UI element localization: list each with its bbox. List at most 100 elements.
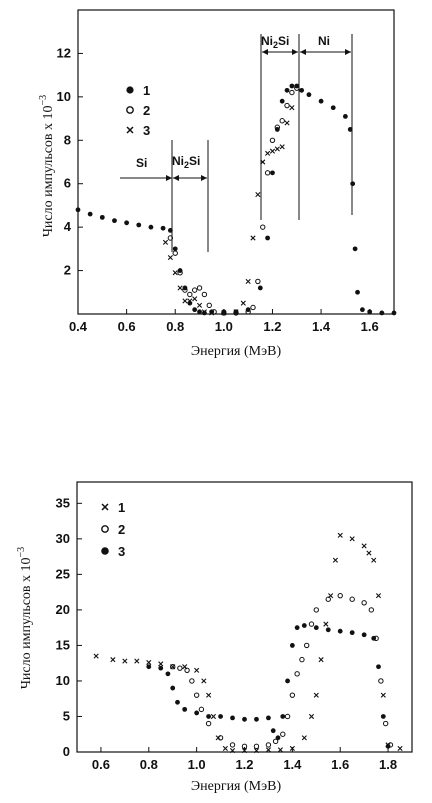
y-tick-label: 20 [56, 602, 70, 617]
data-point [284, 87, 290, 93]
legend-label-3: 3 [118, 544, 125, 559]
data-point [325, 627, 331, 633]
data-point [93, 653, 99, 659]
data-point [170, 685, 176, 691]
y-tick-label: 12 [57, 45, 71, 60]
data-point [265, 235, 270, 241]
data-point [253, 743, 260, 750]
legend-marker-filled-circle [101, 547, 109, 555]
legend-label-1: 1 [118, 500, 125, 515]
data-point [355, 289, 360, 295]
data-point [177, 665, 183, 671]
data-point [308, 621, 315, 627]
legend-label-3: 3 [143, 123, 150, 138]
data-point [229, 742, 236, 748]
y-tick-label: 10 [56, 673, 70, 688]
data-point [182, 287, 188, 293]
data-point [284, 713, 291, 720]
data-point [175, 699, 180, 705]
data-point [361, 632, 367, 638]
data-point [279, 118, 285, 124]
x-tick-label: 0.8 [166, 319, 184, 334]
y-tick-label: 25 [56, 566, 70, 581]
x-tick-label: 1.2 [235, 757, 253, 772]
data-point [289, 105, 295, 111]
data-point [217, 735, 224, 741]
data-point [360, 307, 365, 313]
data-point [323, 621, 329, 627]
data-point [222, 745, 228, 752]
x-tick-label: 1.4 [283, 757, 302, 772]
series-3 [146, 623, 391, 749]
data-point [337, 532, 343, 538]
x-tick-label: 0.4 [69, 319, 88, 334]
data-point [182, 298, 188, 304]
tick-layer: 0.6 0.8 1.0 1.2 1.4 1.6 1.8 0 5 10 15 20 25 30 35 [56, 495, 398, 772]
data-point [342, 114, 348, 119]
data-point [280, 714, 286, 719]
data-point [269, 148, 276, 154]
series-2 [170, 592, 394, 750]
data-point [158, 661, 164, 667]
data-point [270, 728, 276, 734]
data-point [187, 298, 193, 304]
annotation-ni2si-right-label: Ni2Si [261, 34, 289, 50]
data-point [397, 745, 403, 752]
data-point [294, 625, 300, 631]
data-point [284, 102, 290, 109]
data-point [284, 120, 290, 126]
x-tick-label: 0.6 [118, 319, 136, 334]
data-point [269, 137, 276, 143]
data-point [167, 254, 173, 261]
data-point [254, 716, 259, 722]
data-point [201, 291, 208, 298]
data-point [274, 146, 280, 152]
data-point [206, 692, 212, 698]
chart-bottom: 0.6 0.8 1.0 1.2 1.4 1.6 1.8 0 5 10 15 20 25 30 35 1 2 … [0, 468, 432, 798]
data-point [99, 214, 105, 220]
data-point [375, 593, 382, 599]
data-point [75, 207, 81, 213]
data-point [218, 714, 223, 719]
data-point [272, 738, 279, 745]
annotation-ni2si-left: Ni2Si [171, 140, 209, 252]
annotation-ni-label: Ni [318, 34, 330, 48]
data-point [264, 170, 271, 176]
data-point [308, 713, 315, 720]
legend: 1 2 3 [126, 83, 150, 138]
legend-marker-open-circle [101, 525, 109, 533]
data-point [349, 596, 355, 602]
y-tick-label: 10 [57, 89, 71, 104]
data-point [87, 211, 93, 217]
legend-marker-filled-circle [126, 86, 134, 94]
data-point [148, 224, 154, 230]
x-tick-label: 1.2 [263, 319, 281, 334]
data-point [260, 224, 266, 230]
data-point [371, 635, 377, 641]
data-point [352, 246, 358, 252]
data-point [313, 607, 319, 613]
data-point [255, 191, 261, 198]
data-point [337, 592, 343, 599]
data-point [313, 625, 319, 631]
y-tick-label: 30 [56, 531, 70, 546]
data-point [230, 715, 235, 721]
data-point [330, 105, 336, 111]
data-point [275, 735, 281, 741]
annotation-si: Si [120, 156, 172, 181]
data-point [325, 596, 331, 602]
data-point [210, 713, 216, 720]
data-point [250, 304, 256, 311]
plot-frame [76, 481, 413, 753]
x-tick-label: 1.0 [215, 319, 233, 334]
y-axis-label: Число импульсов х 10−3 [38, 95, 56, 237]
data-point [253, 747, 260, 754]
data-point [294, 671, 300, 677]
data-point [233, 309, 239, 315]
legend-label-1: 1 [143, 83, 150, 98]
x-tick-label: 1.6 [331, 757, 349, 772]
data-point [382, 720, 389, 727]
data-point [318, 98, 324, 104]
data-point [368, 607, 375, 613]
data-point [201, 309, 207, 315]
